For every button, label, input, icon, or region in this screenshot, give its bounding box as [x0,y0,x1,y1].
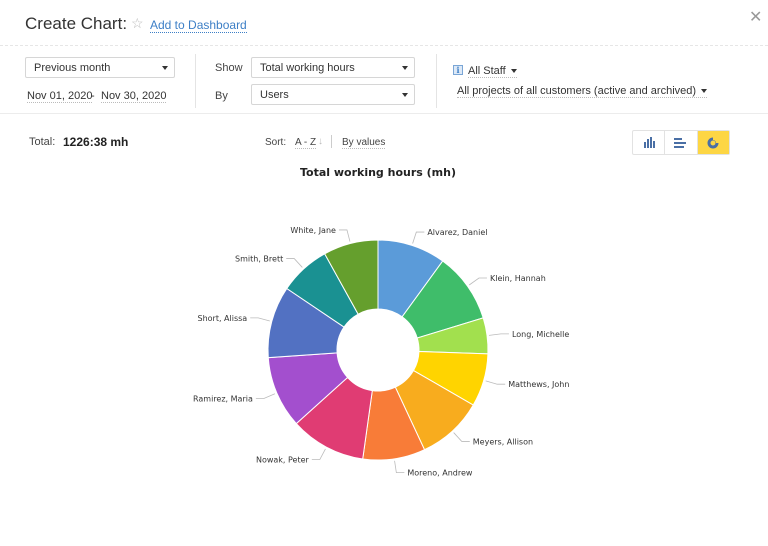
leader-line [338,229,351,242]
period-select-value: Previous month [34,62,111,74]
total-label: Total: [29,136,56,148]
bar-chart-button[interactable] [664,131,696,154]
donut-chart-button[interactable] [696,131,729,154]
slice-label: Short, Alissa [198,314,248,323]
bar-chart-icon [674,137,687,148]
sort-label: Sort: [265,137,287,148]
leader-line [468,277,487,286]
slice-label: Ramirez, Maria [193,394,253,403]
leader-line [394,460,405,474]
leader-line [250,317,270,322]
slice-label: Moreno, Andrew [407,469,473,478]
slice-label: Long, Michelle [512,330,569,339]
leader-line [286,258,303,268]
leader-line [488,333,509,336]
show-select[interactable]: Total working hours [251,57,415,78]
dialog-title: Create Chart: [25,14,128,33]
total-value: 1226:38 mh [63,135,129,149]
by-select-value: Users [260,89,289,101]
sort-by-values-button[interactable]: By values [342,137,386,149]
slice-label: Alvarez, Daniel [427,228,487,237]
slice-label: Smith, Brett [235,255,283,264]
chart-title: Total working hours (mh) [299,166,456,179]
donut-chart-icon [707,136,720,148]
chart-type-toggle [632,130,730,155]
divider [195,54,196,108]
staff-dropdown-label: All Staff [468,65,506,77]
close-icon[interactable]: ✕ [749,9,763,26]
star-outline-icon[interactable]: ☆ [131,15,144,31]
chevron-down-icon [402,66,408,70]
info-icon[interactable]: i [453,65,463,75]
period-select[interactable]: Previous month [25,57,175,78]
filters-bar: Previous month Nov 01, 2020 - Nov 30, 20… [0,46,768,114]
slice-label: Nowak, Peter [256,456,310,465]
dialog-header: Create Chart: ☆ Add to Dashboard ✕ [0,0,768,46]
leader-line [412,231,425,244]
divider [331,135,332,148]
slice-label: White, Jane [290,226,336,235]
by-select[interactable]: Users [251,84,415,105]
slice-label: Meyers, Allison [473,437,533,446]
chevron-down-icon [510,69,517,74]
show-label: Show [215,62,243,74]
chevron-down-icon [701,89,708,94]
slice-label: Matthews, John [508,380,569,389]
projects-dropdown-label: All projects of all customers (active an… [457,85,697,97]
chevron-down-icon [402,93,408,97]
sort-down-arrow-icon: ↓ [318,136,323,147]
column-chart-button[interactable] [633,131,664,154]
date-to[interactable]: Nov 30, 2020 [101,90,167,103]
donut-slice[interactable] [323,239,379,315]
date-from[interactable]: Nov 01, 2020 [27,90,93,103]
slice-label: Klein, Hannah [490,274,546,283]
chevron-down-icon [162,66,168,70]
sort-az-button[interactable]: A - Z [295,137,317,149]
projects-dropdown[interactable]: All projects of all customers (active an… [457,85,708,98]
column-chart-icon [643,137,655,148]
staff-dropdown[interactable]: All Staff [468,65,517,78]
leader-line [453,432,470,442]
leader-line [311,448,326,460]
add-to-dashboard-link[interactable]: Add to Dashboard [150,18,247,33]
date-separator: - [91,90,95,102]
leader-line [485,380,506,385]
leader-line [255,393,276,399]
by-label: By [215,90,228,102]
show-select-value: Total working hours [260,62,355,74]
divider [436,54,437,108]
